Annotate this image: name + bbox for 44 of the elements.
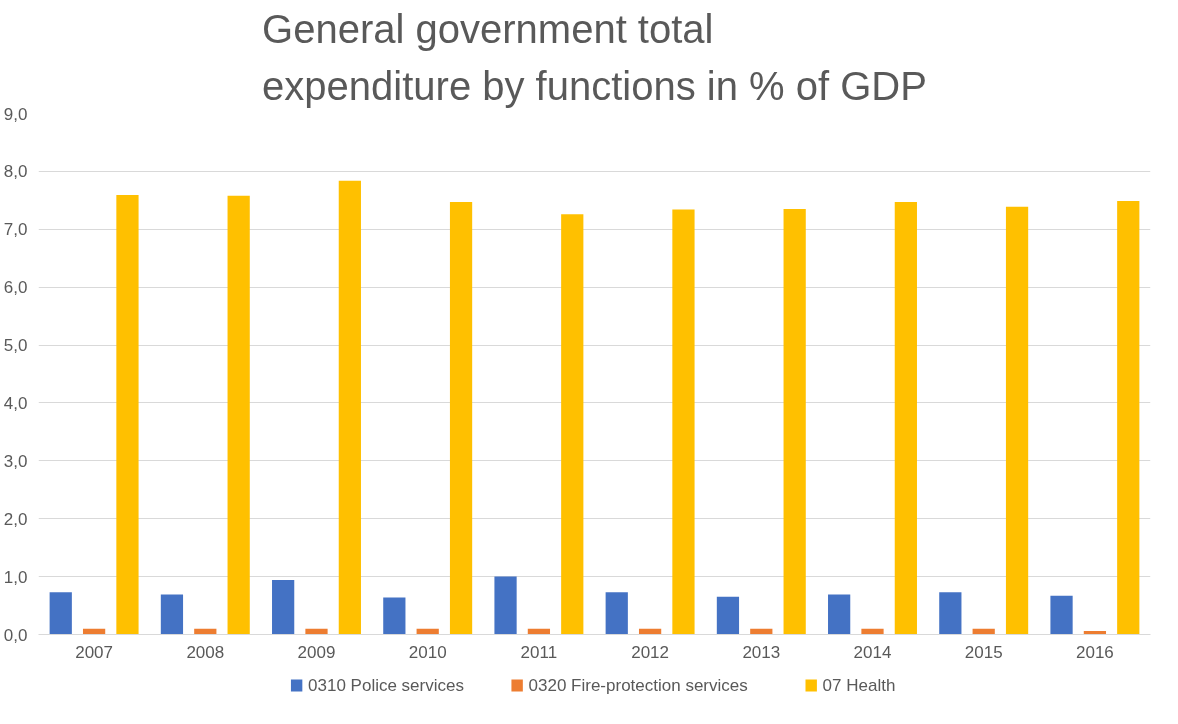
bar [939, 592, 962, 635]
bar [783, 209, 806, 635]
bar [1005, 206, 1029, 635]
legend-label: 0310 Police services [308, 676, 464, 695]
y-tick-label: 9,0 [3, 104, 28, 124]
x-tick-label: 2011 [520, 642, 558, 662]
bar [1050, 595, 1073, 635]
y-tick-label: 7,0 [3, 220, 28, 240]
bar [1117, 200, 1140, 635]
x-tick-label: 2010 [408, 642, 447, 662]
bar [338, 180, 361, 635]
y-tick-label: 5,0 [3, 336, 28, 356]
bar [383, 597, 406, 635]
bar [561, 214, 584, 635]
bar [894, 202, 917, 635]
bar [716, 596, 740, 635]
y-tick-label: 1,0 [3, 567, 28, 587]
bar [494, 576, 517, 635]
bar [227, 195, 250, 635]
x-tick-label: 2009 [297, 642, 336, 662]
y-tick-label: 6,0 [3, 278, 28, 298]
y-tick-label: 3,0 [3, 451, 28, 471]
bar [605, 592, 628, 635]
y-tick-label: 0,0 [3, 625, 28, 645]
legend-label: 0320 Fire-protection services [528, 676, 748, 695]
x-tick-label: 2013 [742, 642, 781, 662]
bar [828, 594, 851, 635]
y-tick-label: 8,0 [3, 162, 28, 182]
bar [160, 594, 184, 635]
bar [116, 195, 139, 635]
y-tick-label: 2,0 [3, 509, 28, 529]
bar [449, 202, 473, 635]
x-tick-label: 2008 [186, 642, 225, 662]
bar [272, 580, 295, 635]
bar [672, 209, 695, 635]
x-tick-label: 2015 [964, 642, 1003, 662]
bar [49, 592, 72, 635]
legend-label: 07 Health [822, 676, 896, 695]
x-tick-label: 2016 [1075, 642, 1114, 662]
x-tick-label: 2007 [75, 642, 114, 662]
y-tick-label: 4,0 [3, 393, 28, 413]
x-tick-label: 2014 [853, 642, 892, 662]
x-tick-label: 2012 [631, 642, 670, 662]
chart-title: General government total expenditure by functions in % of GDP [262, 7, 927, 109]
